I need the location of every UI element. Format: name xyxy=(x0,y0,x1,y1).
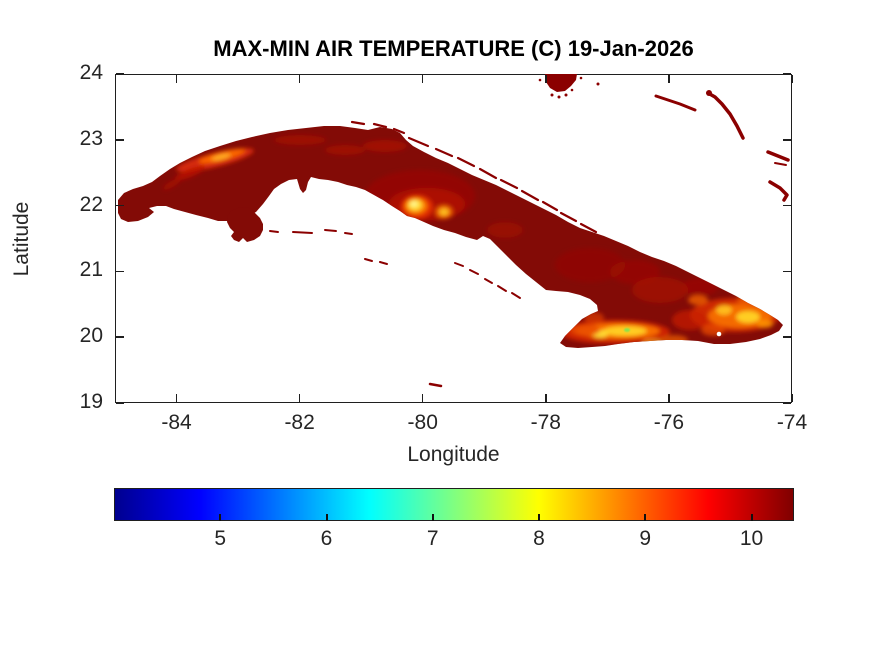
y-tick-label: 24 xyxy=(79,61,103,84)
x-tick-label: -78 xyxy=(530,411,561,434)
x-tick-mark xyxy=(421,75,424,83)
green-coolest-speck xyxy=(624,328,630,332)
x-tick-mark xyxy=(298,394,301,402)
chart-title: MAX-MIN AIR TEMPERATURE (C) 19-Jan-2026 xyxy=(213,36,694,61)
y-tick-mark xyxy=(116,336,124,338)
y-tick-mark xyxy=(116,270,124,273)
temperature-hotspots xyxy=(163,135,780,346)
cuba-temperature-map xyxy=(118,74,790,388)
colorbar-tick-label: 9 xyxy=(639,527,652,550)
guantanamo-bay-notch xyxy=(716,331,722,337)
colorbar-tick-mark xyxy=(644,514,647,521)
x-tick-mark xyxy=(791,75,793,83)
x-tick-label: -74 xyxy=(776,411,808,434)
colorbar-tick-label: 10 xyxy=(739,527,764,550)
colorbar-tick-label: 7 xyxy=(426,527,439,550)
colorbar-tick-label: 8 xyxy=(533,527,545,550)
y-tick-mark xyxy=(783,336,791,338)
colorbar-tick-label: 5 xyxy=(214,527,227,550)
x-tick-label: -76 xyxy=(653,411,685,434)
x-tick-label: -80 xyxy=(407,411,438,434)
y-tick-label: 23 xyxy=(79,126,103,150)
isla-de-la-juventud xyxy=(227,207,263,242)
y-tick-mark xyxy=(783,73,791,75)
y-tick-mark xyxy=(783,270,791,273)
x-tick-mark xyxy=(545,75,547,83)
colorbar xyxy=(114,488,794,521)
colorbar-tick-mark xyxy=(219,514,222,521)
bahamas-islands xyxy=(538,74,790,202)
x-tick-mark xyxy=(175,394,178,402)
x-tick-mark xyxy=(175,75,178,83)
x-axis-label: Longitude xyxy=(407,443,500,466)
southern-cays xyxy=(269,229,521,388)
x-tick-mark xyxy=(421,394,424,402)
northern-cays xyxy=(350,120,598,234)
y-tick-label: 21 xyxy=(79,258,103,282)
x-tick-label: -82 xyxy=(284,411,315,434)
y-tick-mark xyxy=(116,73,124,75)
x-tick-label: -84 xyxy=(161,411,192,434)
colorbar-tick-label: 6 xyxy=(320,527,333,550)
y-tick-mark xyxy=(116,139,124,141)
y-tick-label: 22 xyxy=(79,192,103,216)
y-tick-mark xyxy=(783,139,791,141)
y-tick-label: 19 xyxy=(79,390,103,413)
y-tick-mark xyxy=(116,204,124,207)
y-tick-label: 20 xyxy=(79,324,103,348)
colorbar-tick-mark xyxy=(750,514,753,521)
colorbar-tick-mark xyxy=(538,514,540,521)
x-tick-mark xyxy=(298,75,301,83)
colorbar-tick-mark xyxy=(431,514,434,521)
colorbar-tick-mark xyxy=(325,514,328,521)
x-tick-mark xyxy=(791,394,793,402)
x-tick-mark xyxy=(668,394,670,402)
x-tick-mark xyxy=(545,394,547,402)
plot-box xyxy=(115,74,792,403)
x-tick-mark xyxy=(668,75,670,83)
y-tick-mark xyxy=(783,204,791,207)
y-tick-mark xyxy=(783,402,791,404)
y-tick-mark xyxy=(116,402,124,404)
y-axis-label: Latitude xyxy=(10,201,33,277)
